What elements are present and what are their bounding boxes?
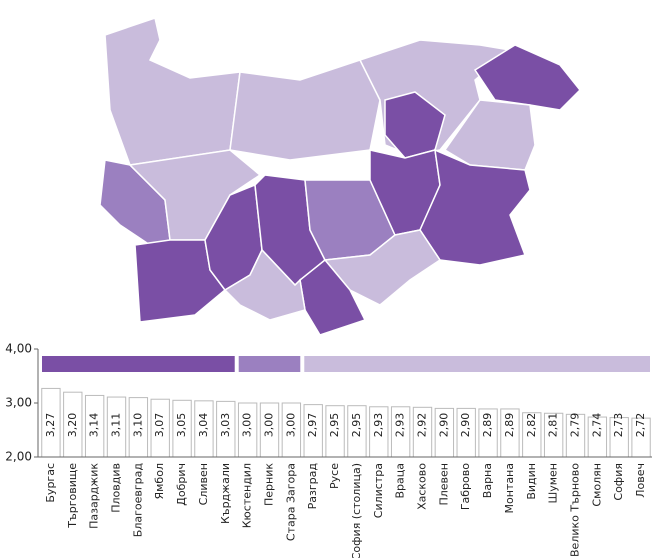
y-tick-label: 4,00 bbox=[5, 342, 32, 356]
x-tick-label: Пловдив bbox=[110, 463, 123, 513]
value-label: 3,00 bbox=[284, 413, 297, 438]
map bbox=[99, 17, 582, 336]
x-tick-label: Варна bbox=[481, 463, 494, 498]
x-tick-label: Перник bbox=[263, 463, 276, 506]
value-label: 2,93 bbox=[394, 413, 407, 438]
value-label: 3,03 bbox=[219, 413, 232, 438]
class-band bbox=[304, 356, 650, 372]
value-label: 3,10 bbox=[131, 413, 144, 438]
x-tick-label: Кюстендил bbox=[241, 463, 254, 528]
x-tick-label: Шумен bbox=[547, 463, 560, 504]
value-label: 3,14 bbox=[88, 413, 101, 438]
map-region bbox=[419, 148, 531, 266]
x-tick-label: Велико Търново bbox=[569, 463, 582, 557]
value-label: 2,97 bbox=[306, 413, 319, 438]
x-tick-label: Видин bbox=[525, 463, 538, 500]
x-tick-label: Ловеч bbox=[634, 463, 647, 498]
x-tick-label: Бургас bbox=[44, 463, 57, 503]
value-label: 3,04 bbox=[197, 413, 210, 438]
value-label: 3,05 bbox=[175, 413, 188, 438]
x-tick-label: Ямбол bbox=[153, 463, 166, 500]
value-label: 2,92 bbox=[416, 413, 429, 438]
value-label: 3,20 bbox=[66, 413, 79, 438]
x-tick-label: Разград bbox=[306, 463, 319, 510]
map-region bbox=[223, 248, 306, 321]
x-tick-label: Кърджали bbox=[219, 463, 232, 524]
value-label: 3,00 bbox=[263, 413, 276, 438]
map-region bbox=[323, 229, 442, 306]
value-label: 2,82 bbox=[525, 413, 538, 438]
x-tick-label: Смолян bbox=[590, 463, 603, 507]
x-tick-label: Пазарджик bbox=[88, 463, 101, 529]
value-label: 2,89 bbox=[481, 413, 494, 438]
x-tick-label: Силистра bbox=[372, 463, 385, 518]
x-tick-label: Добрич bbox=[175, 463, 188, 506]
class-band bbox=[42, 356, 235, 372]
map-region bbox=[473, 44, 582, 111]
x-tick-label: Стара Загора bbox=[284, 463, 297, 541]
value-label: 2,74 bbox=[590, 413, 603, 438]
x-tick-label: София bbox=[612, 463, 625, 501]
class-band bbox=[238, 356, 301, 372]
value-label: 3,27 bbox=[44, 413, 57, 438]
value-label: 2,95 bbox=[350, 413, 363, 438]
value-label: 3,11 bbox=[110, 413, 123, 438]
x-tick-label: София (столица) bbox=[350, 463, 363, 558]
x-tick-label: Благоевград bbox=[131, 463, 144, 538]
x-tick-label: Монтана bbox=[503, 463, 516, 513]
value-label: 2,93 bbox=[372, 413, 385, 438]
y-tick-label: 3,00 bbox=[5, 396, 32, 410]
value-label: 3,07 bbox=[153, 413, 166, 438]
value-label: 2,81 bbox=[547, 413, 560, 438]
value-label: 2,72 bbox=[634, 413, 647, 438]
x-tick-label: Търговище bbox=[66, 463, 79, 529]
bar-chart: 2,00 3,00 4,00 3,27 Бургас 3,20 Търговище 3,14 П… bbox=[5, 342, 652, 558]
map-region bbox=[229, 59, 381, 161]
x-tick-label: Сливен bbox=[197, 463, 210, 505]
x-tick-label: Русе bbox=[328, 463, 341, 489]
y-tick-label: 2,00 bbox=[5, 450, 32, 464]
map-region bbox=[104, 17, 241, 166]
value-label: 2,90 bbox=[459, 413, 472, 438]
x-tick-label: Плевен bbox=[437, 463, 450, 506]
value-label: 2,73 bbox=[612, 413, 625, 438]
x-tick-label: Хасково bbox=[416, 463, 429, 510]
value-label: 2,79 bbox=[569, 413, 582, 438]
value-label: 2,89 bbox=[503, 413, 516, 438]
value-label: 3,00 bbox=[241, 413, 254, 438]
value-label: 2,95 bbox=[328, 413, 341, 438]
x-tick-label: Враца bbox=[394, 463, 407, 499]
value-label: 2,90 bbox=[437, 413, 450, 438]
x-tick-label: Габрово bbox=[459, 463, 472, 510]
